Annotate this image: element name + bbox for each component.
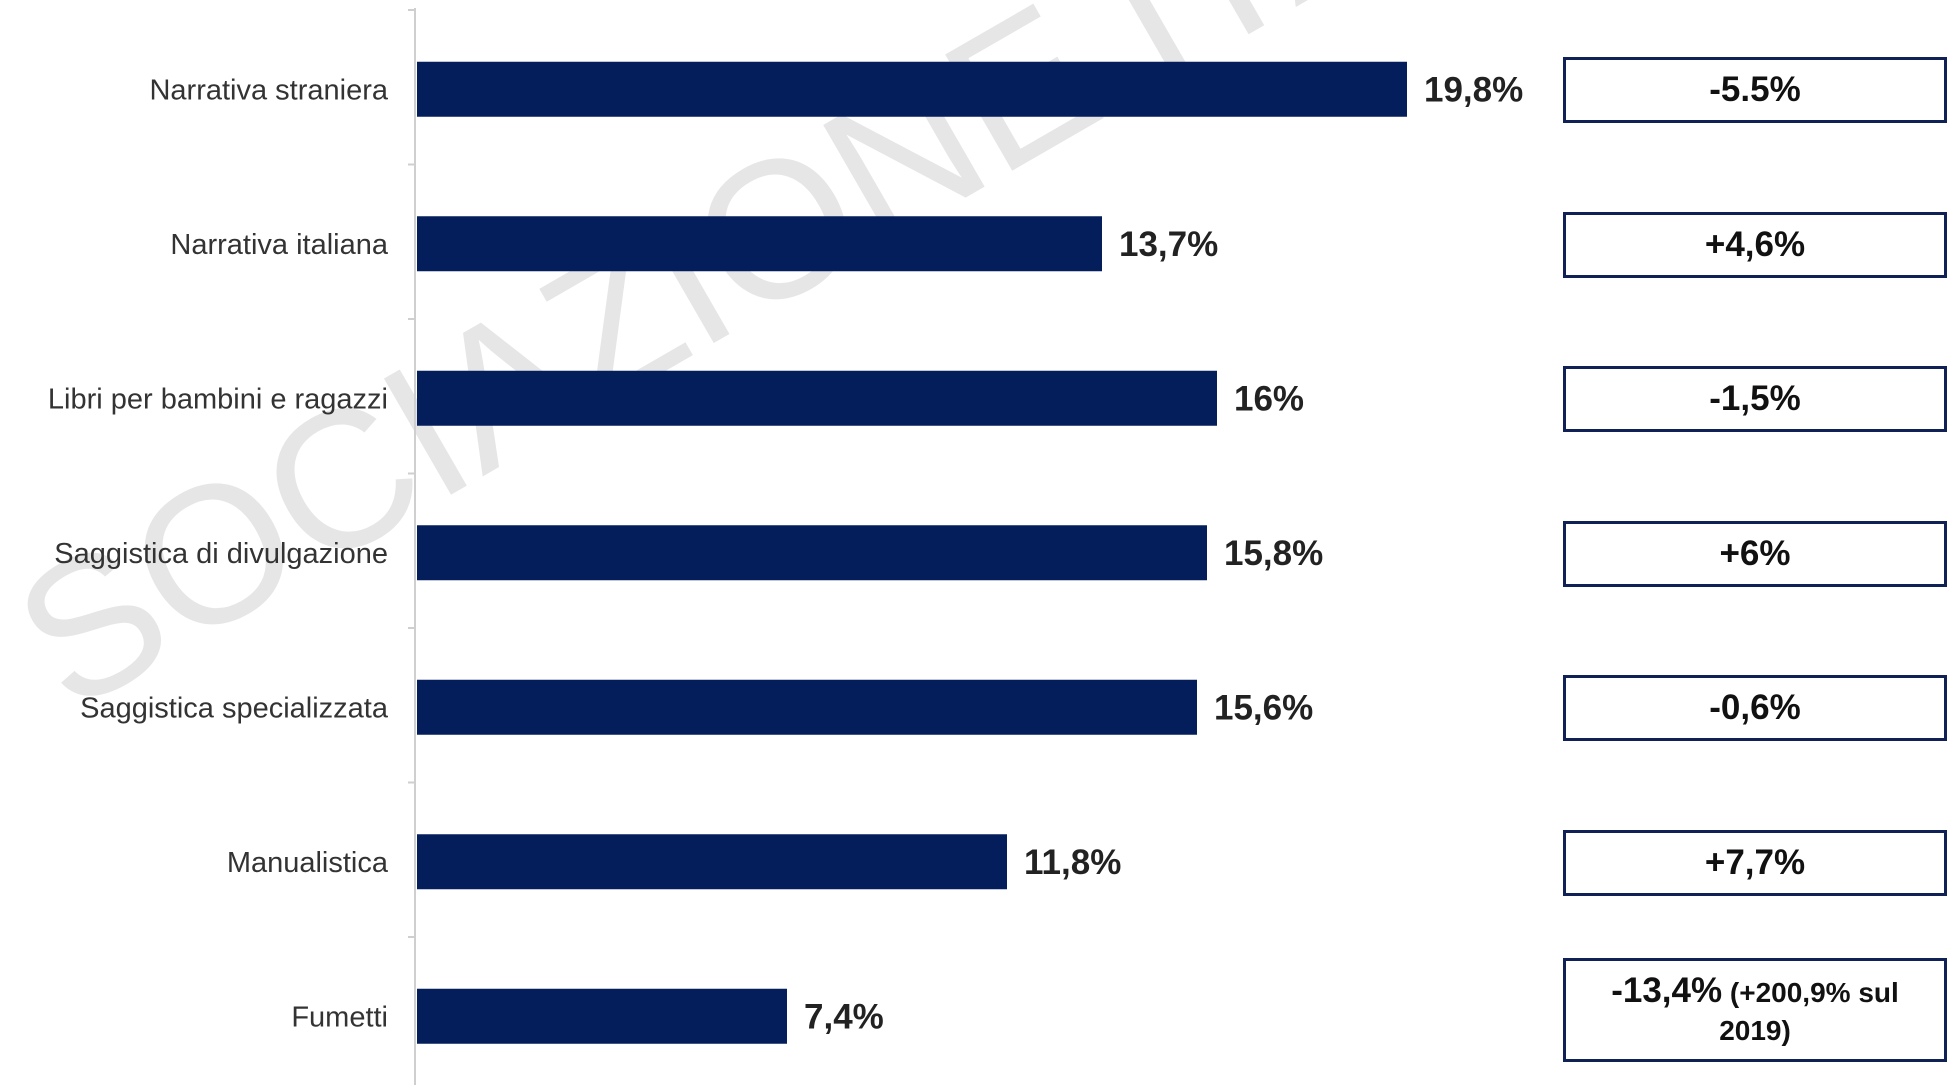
variation-value: -0,6% xyxy=(1709,687,1801,727)
data-label: 11,8% xyxy=(1024,843,1121,882)
chart-axis xyxy=(408,8,416,1085)
category-label: Fumetti xyxy=(291,1001,388,1033)
variation-value: -13,4% xyxy=(1611,970,1723,1010)
category-label: Saggistica specializzata xyxy=(80,692,389,724)
data-label: 19,8% xyxy=(1424,70,1523,109)
bar xyxy=(417,679,1197,735)
variation-box: -5.5% xyxy=(1563,57,1947,123)
data-label: 15,8% xyxy=(1224,534,1323,573)
variation-box: -1,5% xyxy=(1563,366,1947,432)
category-label: Narrativa straniera xyxy=(149,74,388,106)
data-label: 7,4% xyxy=(804,997,884,1036)
variation-value: +4,6% xyxy=(1704,224,1806,264)
bar xyxy=(417,216,1102,272)
variation-note: (+200,9% sul 2019) xyxy=(1719,976,1899,1046)
bar xyxy=(417,525,1207,581)
variation-box: +7,7% xyxy=(1563,830,1947,896)
variation-value: +7,7% xyxy=(1704,842,1806,882)
data-label: 15,6% xyxy=(1214,688,1313,727)
bar xyxy=(417,988,787,1044)
variation-box: -13,4% (+200,9% sul 2019) xyxy=(1563,958,1947,1062)
variation-box: -0,6% xyxy=(1563,675,1947,741)
variation-value: +6% xyxy=(1719,533,1791,573)
category-label: Manualistica xyxy=(227,847,389,879)
data-label: 16% xyxy=(1234,379,1304,418)
variation-box: +4,6% xyxy=(1563,212,1947,278)
variation-value: -5.5% xyxy=(1709,69,1801,109)
variation-value: -1,5% xyxy=(1709,378,1801,418)
bar xyxy=(417,834,1007,890)
variation-box: +6% xyxy=(1563,521,1947,587)
category-label: Narrativa italiana xyxy=(170,229,388,261)
chart-bars xyxy=(417,61,1407,1044)
bar xyxy=(417,61,1407,117)
data-label: 13,7% xyxy=(1119,225,1218,264)
category-label: Libri per bambini e ragazzi xyxy=(48,383,388,415)
category-label: Saggistica di divulgazione xyxy=(54,538,388,570)
bar xyxy=(417,370,1217,426)
chart-labels: Narrativa straniera 19,8% Narrativa italia… xyxy=(48,70,1523,1036)
